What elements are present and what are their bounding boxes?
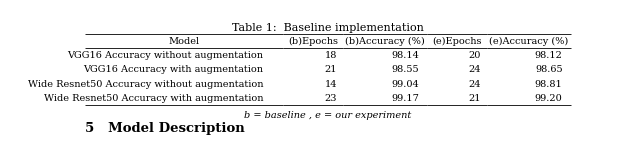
Text: 5   Model Description: 5 Model Description xyxy=(85,122,244,135)
Text: Table 1:  Baseline implementation: Table 1: Baseline implementation xyxy=(232,23,424,33)
Text: b = baseline , e = our experiment: b = baseline , e = our experiment xyxy=(244,111,412,120)
